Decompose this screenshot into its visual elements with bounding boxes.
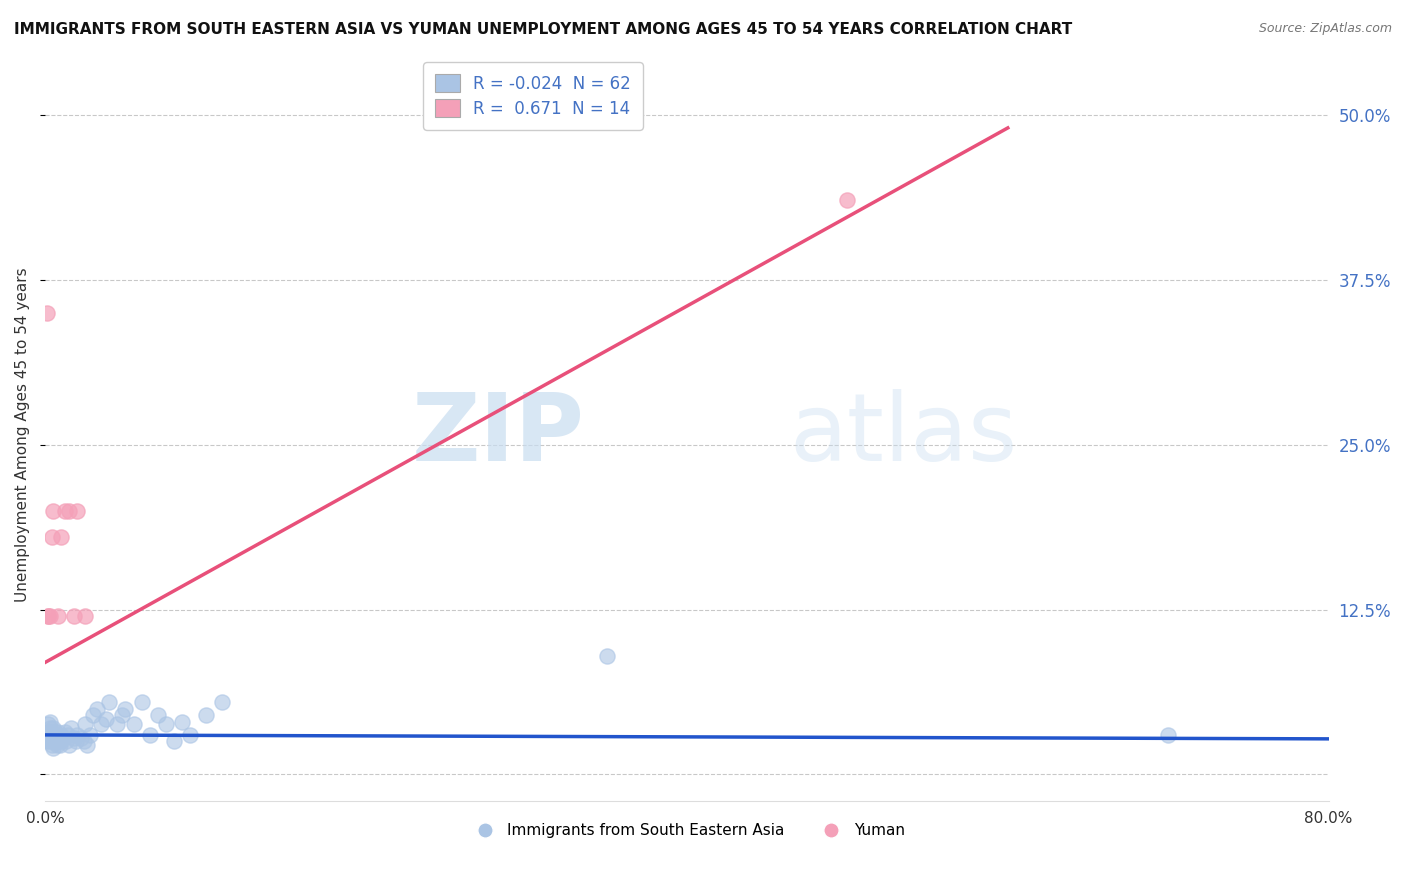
Point bbox=[39, 721, 62, 735]
Point bbox=[75, 717, 97, 731]
Point bbox=[170, 714, 193, 729]
Point bbox=[56, 728, 79, 742]
Point bbox=[596, 648, 619, 663]
Point bbox=[155, 717, 177, 731]
Point bbox=[52, 731, 75, 745]
Point bbox=[45, 739, 67, 753]
Point bbox=[66, 728, 89, 742]
Point bbox=[41, 530, 63, 544]
Point bbox=[42, 728, 65, 742]
Point bbox=[58, 503, 80, 517]
Point bbox=[48, 739, 70, 753]
Text: ZIP: ZIP bbox=[412, 389, 585, 481]
Point bbox=[51, 728, 73, 742]
Point bbox=[37, 609, 59, 624]
Point bbox=[42, 503, 65, 517]
Point bbox=[42, 741, 65, 756]
Point bbox=[44, 725, 66, 739]
Point bbox=[42, 734, 65, 748]
Point bbox=[53, 503, 76, 517]
Point bbox=[114, 701, 136, 715]
Point bbox=[51, 530, 73, 544]
Point bbox=[179, 728, 201, 742]
Point bbox=[146, 708, 169, 723]
Point bbox=[46, 734, 69, 748]
Point bbox=[107, 717, 129, 731]
Point bbox=[90, 717, 112, 731]
Text: atlas: atlas bbox=[790, 389, 1018, 481]
Point bbox=[48, 731, 70, 745]
Point bbox=[79, 728, 101, 742]
Point bbox=[35, 728, 58, 742]
Point bbox=[211, 695, 233, 709]
Point bbox=[138, 728, 160, 742]
Point bbox=[37, 731, 59, 745]
Point bbox=[66, 503, 89, 517]
Point bbox=[122, 717, 145, 731]
Legend: Immigrants from South Eastern Asia, Yuman: Immigrants from South Eastern Asia, Yuma… bbox=[463, 817, 911, 845]
Point bbox=[86, 701, 108, 715]
Text: IMMIGRANTS FROM SOUTH EASTERN ASIA VS YUMAN UNEMPLOYMENT AMONG AGES 45 TO 54 YEA: IMMIGRANTS FROM SOUTH EASTERN ASIA VS YU… bbox=[14, 22, 1073, 37]
Point bbox=[76, 739, 98, 753]
Point bbox=[46, 725, 69, 739]
Point bbox=[55, 734, 77, 748]
Point bbox=[73, 734, 96, 748]
Point bbox=[111, 708, 134, 723]
Point bbox=[59, 721, 82, 735]
Point bbox=[63, 609, 86, 624]
Point bbox=[42, 721, 65, 735]
Point bbox=[194, 708, 217, 723]
Point bbox=[35, 305, 58, 319]
Point bbox=[37, 717, 59, 731]
Point bbox=[45, 731, 67, 745]
Point bbox=[53, 725, 76, 739]
Point bbox=[1157, 728, 1180, 742]
Point bbox=[58, 739, 80, 753]
Point bbox=[131, 695, 153, 709]
Point bbox=[37, 609, 59, 624]
Point bbox=[45, 728, 67, 742]
Point bbox=[39, 734, 62, 748]
Y-axis label: Unemployment Among Ages 45 to 54 years: Unemployment Among Ages 45 to 54 years bbox=[15, 268, 30, 602]
Point bbox=[98, 695, 121, 709]
Point bbox=[162, 734, 184, 748]
Point bbox=[39, 609, 62, 624]
Point bbox=[39, 728, 62, 742]
Point bbox=[837, 194, 859, 208]
Point bbox=[82, 708, 104, 723]
Point bbox=[44, 734, 66, 748]
Point bbox=[51, 734, 73, 748]
Point bbox=[63, 731, 86, 745]
Point bbox=[75, 609, 97, 624]
Point bbox=[37, 725, 59, 739]
Point bbox=[46, 609, 69, 624]
Text: Source: ZipAtlas.com: Source: ZipAtlas.com bbox=[1258, 22, 1392, 36]
Point bbox=[41, 739, 63, 753]
Point bbox=[39, 714, 62, 729]
Point bbox=[44, 731, 66, 745]
Point bbox=[65, 734, 87, 748]
Point bbox=[69, 731, 91, 745]
Point bbox=[35, 734, 58, 748]
Point bbox=[41, 731, 63, 745]
Point bbox=[41, 725, 63, 739]
Point bbox=[96, 712, 118, 726]
